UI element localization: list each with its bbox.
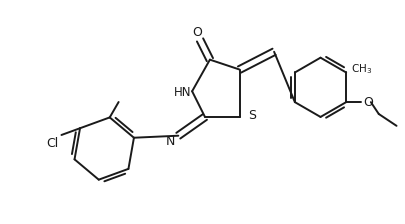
Text: CH$_3$: CH$_3$ — [351, 63, 372, 76]
Text: N: N — [166, 135, 175, 148]
Text: Cl: Cl — [46, 137, 58, 150]
Text: HN: HN — [173, 86, 191, 99]
Text: S: S — [248, 110, 256, 123]
Text: O: O — [363, 96, 373, 109]
Text: O: O — [192, 26, 202, 39]
